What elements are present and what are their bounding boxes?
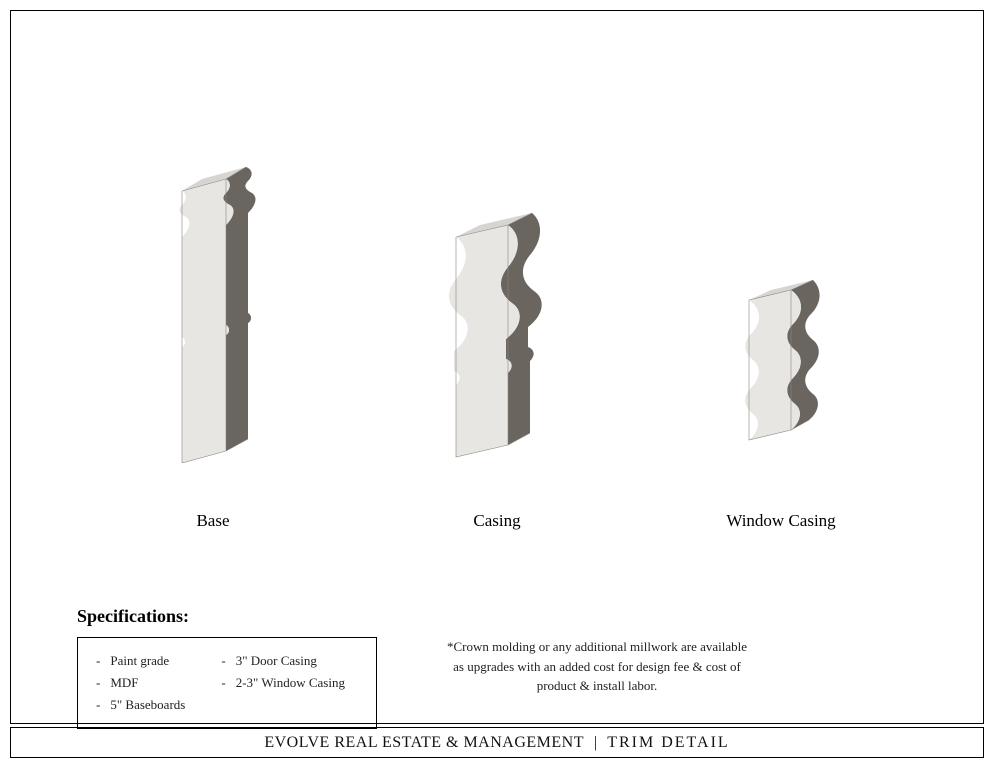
base-trim-icon [148, 163, 278, 463]
spec-item: MDF [96, 672, 185, 694]
spec-item: 2-3" Window Casing [221, 672, 345, 694]
specs-col-1: Paint grade MDF 5" Baseboards [96, 650, 185, 716]
specs-col-2: 3" Door Casing 2-3" Window Casing [221, 650, 345, 716]
profile-casing-label: Casing [473, 511, 520, 531]
specs-row: Paint grade MDF 5" Baseboards 3" Door Ca… [77, 637, 917, 729]
specs-note: *Crown molding or any additional millwor… [447, 637, 747, 696]
specs-box: Paint grade MDF 5" Baseboards 3" Door Ca… [77, 637, 377, 729]
footer-title: TRIM DETAIL [607, 734, 729, 752]
specs-heading: Specifications: [77, 606, 917, 627]
profile-casing: Casing [367, 211, 627, 531]
profile-window-label: Window Casing [726, 511, 835, 531]
footer-bar: EVOLVE REAL ESTATE & MANAGEMENT | TRIM D… [10, 727, 984, 758]
footer-company: EVOLVE REAL ESTATE & MANAGEMENT [264, 734, 584, 752]
profiles-row: Base Casing [71, 111, 923, 531]
content-frame: Base Casing [10, 10, 984, 724]
spec-item: 5" Baseboards [96, 694, 185, 716]
profile-window-casing: Window Casing [651, 278, 911, 531]
window-casing-trim-icon [721, 278, 841, 463]
profile-base: Base [83, 163, 343, 531]
spec-item: 3" Door Casing [221, 650, 345, 672]
page: Base Casing [0, 0, 994, 768]
footer-separator: | [594, 734, 597, 752]
profile-base-label: Base [196, 511, 229, 531]
spec-item: Paint grade [96, 650, 185, 672]
specifications-region: Specifications: Paint grade MDF 5" Baseb… [77, 606, 917, 729]
casing-trim-icon [422, 211, 572, 463]
